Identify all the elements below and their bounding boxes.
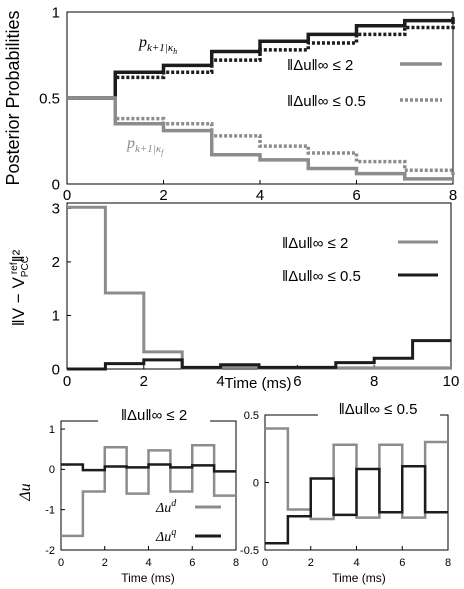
plot1-y-tick-label: 1 <box>52 4 60 21</box>
plot4-title-background <box>318 399 440 421</box>
plot3-series-2 <box>61 463 236 473</box>
plot1-legend-label-2: ‖Δu‖∞ ≤ 0.5 <box>287 93 366 110</box>
plot3-x-tick-label: 2 <box>102 557 108 569</box>
plot4-x-tick-label: 0 <box>262 557 268 569</box>
plot1-series-3 <box>67 96 453 181</box>
plot4-y-tick-label: 0 <box>253 477 259 489</box>
plot1-series-4 <box>67 96 455 176</box>
plot4-y-tick-label: 0.5 <box>244 410 259 422</box>
plot3-y-tick-label: -1 <box>45 505 55 517</box>
plot4-x-axis-label: Time (ms) <box>332 571 386 585</box>
plot2-series-2 <box>67 339 451 371</box>
plot3-series <box>61 443 236 538</box>
plot3-legend-label-q: Δuq <box>155 527 176 545</box>
plot2-legend-label-2: ‖Δu‖∞ ≤ 0.5 <box>282 268 361 285</box>
plot3-title: ‖Δu‖∞ ≤ 2 <box>121 407 187 424</box>
plot1-series-2 <box>67 20 455 100</box>
plot4-x-tick-label: 4 <box>353 557 359 569</box>
plot4-ticks: 0 2 4 6 8-0.500.5 <box>240 410 451 569</box>
plot4-x-tick-label: 2 <box>308 557 314 569</box>
plot2-x-tick-label: 4 <box>216 373 224 390</box>
plot3-series-1 <box>61 443 236 538</box>
plot4-title: ‖Δu‖∞ ≤ 0.5 <box>339 401 418 418</box>
plot3-x-tick-label: 6 <box>189 557 195 569</box>
plot2-x-tick-label: 6 <box>293 373 301 390</box>
plot3-y-tick-label: 1 <box>49 424 55 436</box>
voltage-error-plot: 0 2 4 6 8 10 0 1 2 3 ‖V − VPCCref‖² Time (ms) ‖Δu… <box>9 201 459 392</box>
plot1-x-tick-label: 2 <box>159 187 167 204</box>
plot3-x-tick-label: 8 <box>233 557 239 569</box>
plot1-series <box>67 17 455 181</box>
plot3-y-axis-label: Δu <box>17 483 34 501</box>
plot3-x-tick-label: 4 <box>145 557 151 569</box>
plot4-series <box>265 427 448 545</box>
plot3-y-tick-label: -2 <box>45 545 55 557</box>
plot1-y-tick-label: 0.5 <box>39 90 60 107</box>
plot4-y-tick-label: -0.5 <box>240 545 259 557</box>
annotation-p-kf: pk+1|κf <box>126 135 165 157</box>
plot3-x-tick-label: 0 <box>58 557 64 569</box>
plot1-x-tick-label: 0 <box>63 187 71 204</box>
plot2-y-tick-label: 0 <box>52 361 60 378</box>
plot2-x-tick-label: 8 <box>370 373 378 390</box>
plot2-x-axis-label: Time (ms) <box>225 375 292 392</box>
plot3-ticks: 0 2 4 6 8 -2 -1 0 1 <box>45 424 239 569</box>
plot3-title-background <box>98 404 210 426</box>
plot2-x-tick-label: 10 <box>443 373 460 390</box>
plot4-x-tick-label: 6 <box>399 557 405 569</box>
plot2-y-axis-label: ‖V − VPCCref‖² <box>9 249 31 326</box>
plot1-series-1 <box>67 17 455 100</box>
delta-u-bound-0-5-plot: 0 2 4 6 8-0.500.5 ‖Δu‖∞ ≤ 0.5 Time (ms) <box>240 399 451 585</box>
plot1-ticks: 0 2 4 6 8 0 0.5 1 <box>39 4 457 204</box>
plot4-x-tick-label: 8 <box>445 557 451 569</box>
plot3-legend-label-d: Δud <box>155 498 177 516</box>
plot1-y-tick-label: 0 <box>52 176 60 193</box>
plot2-y-tick-label: 1 <box>52 308 60 325</box>
plot1-x-tick-label: 8 <box>449 187 457 204</box>
plot1-x-tick-label: 4 <box>256 187 264 204</box>
plot2-series-1 <box>67 205 451 370</box>
plot2-y-tick-label: 2 <box>52 254 60 271</box>
plot2-x-tick-label: 2 <box>140 373 148 390</box>
plot4-series-2 <box>265 465 448 545</box>
plot2-x-tick-label: 0 <box>63 373 71 390</box>
plot1-legend-label-1: ‖Δu‖∞ ≤ 2 <box>287 57 353 74</box>
plot3-x-axis-label: Time (ms) <box>121 571 175 585</box>
plot1-y-axis-label: Posterior Probabilities <box>3 10 23 185</box>
delta-u-bound-2-plot: 0 2 4 6 8 -2 -1 0 1 ‖Δu‖∞ ≤ 2 Δu Time (ms) Δud Δ… <box>17 404 239 585</box>
annotation-p-kh: pk+1|κh <box>138 34 177 56</box>
plot2-legend-label-1: ‖Δu‖∞ ≤ 2 <box>282 235 348 252</box>
plot2-ticks: 0 2 4 6 8 10 0 1 2 3 <box>52 201 460 390</box>
plot2-series <box>67 205 451 371</box>
plot2-y-tick-label: 3 <box>52 201 60 218</box>
plot1-x-tick-label: 6 <box>352 187 360 204</box>
plot3-y-tick-label: 0 <box>49 464 55 476</box>
plot2-frame <box>66 202 452 370</box>
posterior-probabilities-plot: 0 2 4 6 8 0 0.5 1 Posterior Probabilities pk+1|… <box>3 4 457 204</box>
